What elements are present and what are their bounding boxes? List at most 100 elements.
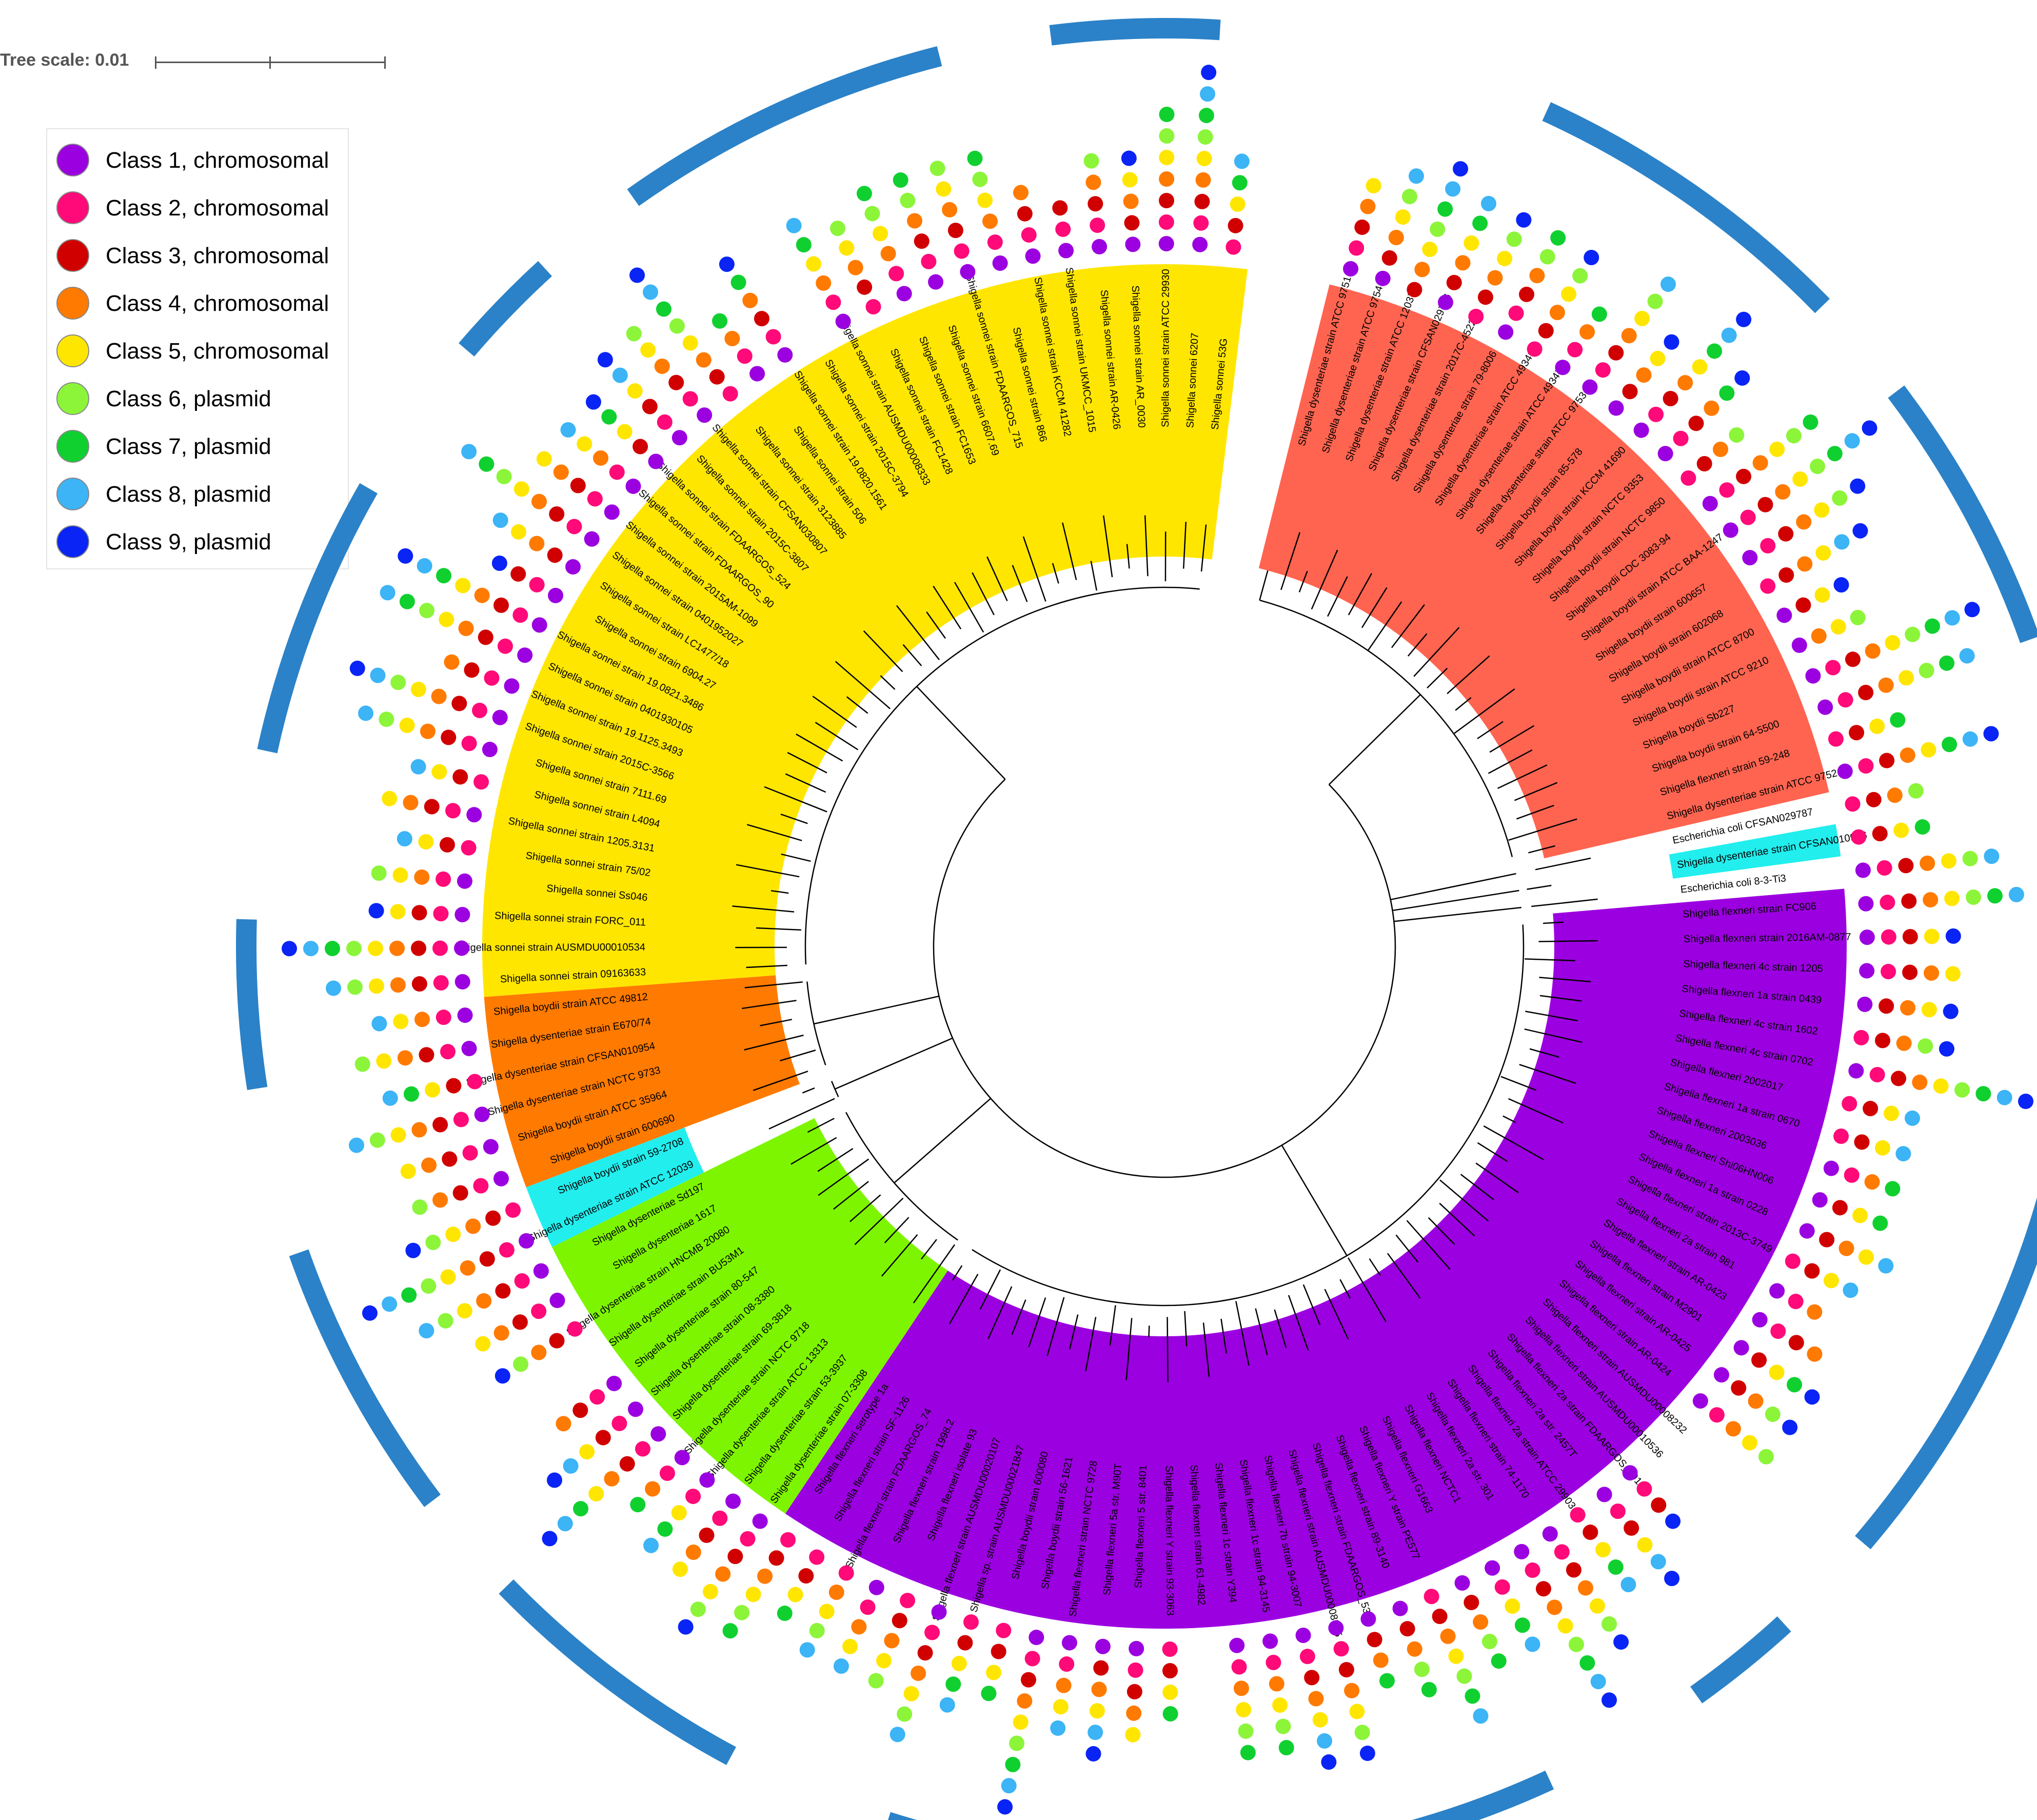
class-dot: [432, 1117, 448, 1133]
class-dot: [1437, 294, 1453, 310]
class-dot: [382, 790, 398, 806]
class-dot: [1962, 731, 1978, 747]
class-dot: [461, 444, 477, 460]
branch-tip: [1529, 1048, 1559, 1058]
class-dot: [1845, 651, 1861, 667]
class-dot: [892, 1613, 907, 1629]
legend-swatch: [56, 525, 89, 558]
branch-tip: [770, 890, 789, 894]
class-dot: [431, 688, 447, 704]
class-dot: [438, 1313, 453, 1329]
class-dot: [1561, 286, 1577, 302]
class-dot: [1367, 1632, 1382, 1648]
class-dot: [685, 1489, 701, 1505]
class-dot: [1233, 1680, 1249, 1696]
branch-tip: [1519, 1064, 1576, 1084]
branch-tip: [1406, 1220, 1451, 1270]
class-dot: [476, 1293, 492, 1309]
class-dot: [889, 1727, 905, 1743]
class-dot: [678, 1619, 694, 1635]
class-dot: [1577, 1580, 1593, 1596]
class-dot: [392, 867, 408, 883]
branch-tip: [1525, 1011, 1578, 1022]
branch-tip: [764, 786, 827, 813]
class-dot: [777, 347, 793, 363]
class-dot: [1468, 308, 1484, 324]
legend-item-class-1: Class 1, chromosomal: [56, 140, 344, 181]
class-dot: [1760, 578, 1776, 594]
class-dot: [1901, 893, 1917, 909]
class-dot: [589, 1389, 605, 1405]
class-dot: [868, 1579, 884, 1595]
class-dot: [1299, 1649, 1315, 1665]
class-dot: [1885, 635, 1901, 650]
class-dot: [1827, 446, 1843, 462]
class-dot: [403, 1086, 419, 1102]
class-dot: [411, 905, 427, 921]
class-dot: [1752, 1312, 1768, 1328]
class-dot: [1375, 270, 1391, 286]
class-dot: [1657, 446, 1673, 462]
class-dot: [1473, 1614, 1489, 1630]
branch-tip: [746, 824, 802, 841]
class-dot: [549, 1293, 565, 1309]
class-dot: [757, 1568, 773, 1584]
class-dot: [1058, 243, 1074, 259]
class-dot: [1201, 65, 1217, 81]
class-dot: [405, 1242, 421, 1258]
class-dot: [1125, 236, 1141, 252]
branch-tip: [1361, 587, 1388, 628]
class-dot: [1664, 334, 1679, 350]
class-dot: [1123, 193, 1139, 209]
branch-tip: [1255, 1308, 1268, 1355]
class-dot: [1083, 153, 1099, 169]
class-dot: [1921, 1002, 1937, 1018]
class-dot: [1823, 1273, 1839, 1289]
branch-stem: [1390, 873, 1516, 901]
class-dot: [536, 451, 552, 467]
class-dot: [1817, 699, 1833, 715]
class-dot: [752, 1513, 768, 1529]
class-dot: [390, 977, 406, 993]
class-dot: [1736, 311, 1752, 327]
class-dot: [1338, 1662, 1354, 1678]
clade-sector-cyan: [1669, 824, 1841, 879]
class-dot: [1833, 1129, 1849, 1144]
class-dot-rings: [282, 65, 2034, 1815]
class-dot: [1061, 1635, 1077, 1651]
class-dot: [495, 1283, 511, 1299]
class-dot: [1550, 230, 1566, 246]
class-dot: [829, 221, 845, 236]
class-dot: [1954, 1082, 1970, 1098]
class-dot: [1677, 375, 1693, 391]
class-dot: [1373, 1652, 1389, 1668]
class-dot: [1085, 1746, 1101, 1762]
class-dot: [484, 670, 500, 686]
branch-tip: [1109, 1305, 1116, 1346]
class-dot: [1465, 1688, 1480, 1704]
class-dot: [947, 223, 963, 239]
class-dot: [1121, 150, 1137, 166]
class-dot: [903, 1686, 919, 1702]
branch-tip: [1327, 576, 1348, 617]
class-dot: [1914, 819, 1930, 835]
class-dot: [1487, 270, 1503, 286]
class-dot: [671, 1505, 687, 1520]
legend-label: Class 2, chromosomal: [106, 195, 329, 221]
class-dot: [659, 1465, 675, 1481]
outer-arc-segment: [1690, 1616, 1791, 1704]
branch-tip: [1508, 1098, 1564, 1124]
class-dot: [499, 1242, 515, 1258]
class-dot: [548, 587, 564, 603]
tree-branches: [732, 515, 1598, 1382]
class-dot: [457, 873, 472, 889]
class-dot: [786, 217, 802, 233]
leaf-label: Shigella sonnei strain AUSMDU00010534: [456, 942, 645, 954]
class-dot: [547, 1472, 563, 1488]
class-dot: [1359, 1745, 1375, 1761]
class-dot: [1162, 1641, 1178, 1657]
class-dot: [1723, 522, 1738, 538]
class-dot: [1859, 929, 1875, 945]
branch-tip: [1489, 725, 1535, 753]
class-dot: [1414, 262, 1430, 278]
